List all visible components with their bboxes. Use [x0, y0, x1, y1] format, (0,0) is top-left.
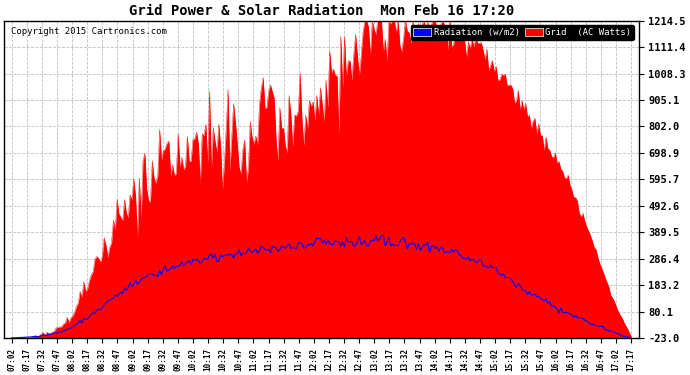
Text: Copyright 2015 Cartronics.com: Copyright 2015 Cartronics.com: [10, 27, 166, 36]
Legend: Radiation (w/m2), Grid  (AC Watts): Radiation (w/m2), Grid (AC Watts): [411, 25, 634, 40]
Title: Grid Power & Solar Radiation  Mon Feb 16 17:20: Grid Power & Solar Radiation Mon Feb 16 …: [129, 4, 514, 18]
